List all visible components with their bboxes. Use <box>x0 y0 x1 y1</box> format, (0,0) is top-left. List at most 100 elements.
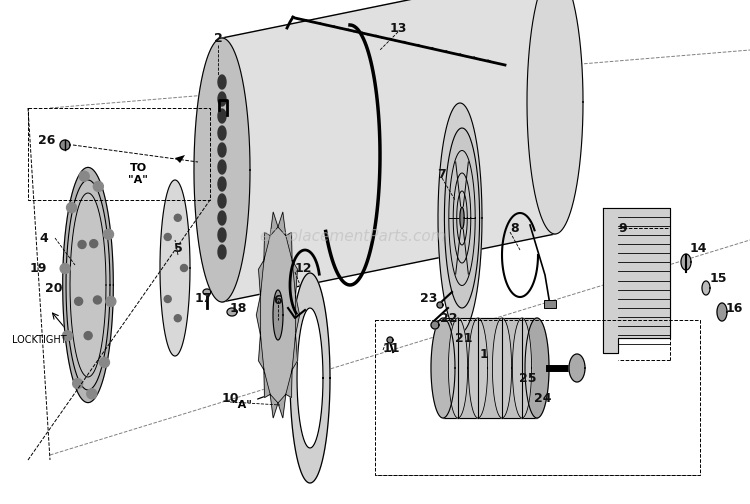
Polygon shape <box>273 290 283 340</box>
Text: "A": "A" <box>232 400 252 410</box>
Polygon shape <box>218 143 226 157</box>
Polygon shape <box>218 177 226 191</box>
Text: "A": "A" <box>128 175 148 185</box>
Text: 10: 10 <box>221 392 238 405</box>
Polygon shape <box>264 370 270 398</box>
Text: 8: 8 <box>510 221 519 234</box>
Polygon shape <box>296 295 299 335</box>
Text: 25: 25 <box>519 371 537 385</box>
Circle shape <box>174 214 182 221</box>
Polygon shape <box>256 295 260 335</box>
Text: 24: 24 <box>534 392 552 405</box>
Polygon shape <box>218 211 226 225</box>
Polygon shape <box>218 228 226 242</box>
Polygon shape <box>292 335 298 370</box>
Text: 5: 5 <box>173 241 182 255</box>
Polygon shape <box>260 227 296 403</box>
Text: 4: 4 <box>39 231 48 244</box>
Polygon shape <box>445 128 479 308</box>
Text: 20: 20 <box>45 282 62 294</box>
Polygon shape <box>259 260 264 295</box>
Circle shape <box>80 171 89 181</box>
Circle shape <box>106 296 116 306</box>
Circle shape <box>100 357 109 367</box>
Circle shape <box>60 264 70 274</box>
Polygon shape <box>66 180 110 390</box>
Text: 15: 15 <box>710 272 728 284</box>
Text: 11: 11 <box>383 342 400 354</box>
Polygon shape <box>387 337 393 343</box>
Polygon shape <box>160 180 190 356</box>
Polygon shape <box>222 0 555 302</box>
Polygon shape <box>569 354 585 382</box>
Polygon shape <box>702 281 710 295</box>
Polygon shape <box>717 303 727 321</box>
Text: 19: 19 <box>30 262 47 275</box>
Polygon shape <box>512 318 532 418</box>
Text: 26: 26 <box>38 134 55 147</box>
Polygon shape <box>218 194 226 208</box>
Polygon shape <box>264 232 270 260</box>
Circle shape <box>164 233 171 240</box>
Text: 9: 9 <box>618 221 627 234</box>
Polygon shape <box>527 0 583 234</box>
Text: 18: 18 <box>230 301 248 314</box>
Polygon shape <box>437 302 443 308</box>
Polygon shape <box>227 308 237 316</box>
Polygon shape <box>278 394 286 418</box>
Circle shape <box>93 181 104 192</box>
Polygon shape <box>292 260 298 295</box>
Circle shape <box>104 229 113 239</box>
Text: 16: 16 <box>726 301 743 314</box>
Circle shape <box>73 379 82 389</box>
Polygon shape <box>525 318 549 418</box>
Polygon shape <box>431 321 439 329</box>
Polygon shape <box>60 140 70 150</box>
Polygon shape <box>278 212 286 236</box>
Text: 1: 1 <box>480 348 489 361</box>
Polygon shape <box>70 193 106 377</box>
Polygon shape <box>63 167 113 403</box>
Polygon shape <box>286 232 292 260</box>
Text: eReplacementParts.com: eReplacementParts.com <box>260 229 446 244</box>
Polygon shape <box>270 394 278 418</box>
Circle shape <box>87 389 97 399</box>
Circle shape <box>90 239 98 247</box>
Text: 23: 23 <box>420 291 437 304</box>
Polygon shape <box>297 308 323 448</box>
Circle shape <box>75 297 82 305</box>
Circle shape <box>62 331 73 341</box>
Text: 13: 13 <box>389 22 406 34</box>
Polygon shape <box>218 160 226 174</box>
Polygon shape <box>270 212 278 236</box>
Circle shape <box>78 240 86 248</box>
Polygon shape <box>259 335 264 370</box>
Circle shape <box>67 203 76 213</box>
Polygon shape <box>290 273 330 483</box>
Text: 12: 12 <box>295 262 313 275</box>
Polygon shape <box>218 92 226 106</box>
Text: 22: 22 <box>440 311 458 325</box>
Polygon shape <box>681 254 691 270</box>
Polygon shape <box>218 109 226 123</box>
Circle shape <box>84 332 92 340</box>
Circle shape <box>164 295 171 302</box>
Polygon shape <box>203 289 211 295</box>
Polygon shape <box>286 370 292 398</box>
Text: 2: 2 <box>214 31 222 44</box>
Polygon shape <box>431 318 455 418</box>
Polygon shape <box>460 207 464 229</box>
Polygon shape <box>218 245 226 259</box>
Polygon shape <box>443 318 537 418</box>
Text: 6: 6 <box>274 293 282 306</box>
Circle shape <box>174 314 182 322</box>
Polygon shape <box>493 318 512 418</box>
Polygon shape <box>448 318 467 418</box>
Polygon shape <box>218 126 226 140</box>
Polygon shape <box>469 318 488 418</box>
Text: TO: TO <box>130 163 146 173</box>
Polygon shape <box>218 75 226 89</box>
Polygon shape <box>175 155 185 163</box>
Text: 7: 7 <box>438 168 446 181</box>
Text: 21: 21 <box>455 332 472 345</box>
